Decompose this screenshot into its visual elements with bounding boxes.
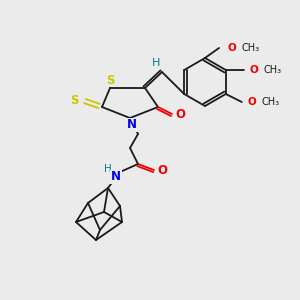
Text: S: S — [70, 94, 78, 106]
Text: O: O — [249, 65, 258, 75]
Text: N: N — [111, 170, 121, 184]
Text: S: S — [106, 74, 114, 86]
Text: O: O — [175, 107, 185, 121]
Text: CH₃: CH₃ — [262, 97, 280, 107]
Text: CH₃: CH₃ — [242, 43, 260, 53]
Text: O: O — [157, 164, 167, 176]
Text: CH₃: CH₃ — [264, 65, 282, 75]
Text: O: O — [248, 97, 256, 107]
Text: N: N — [127, 118, 137, 131]
Text: H: H — [152, 58, 160, 68]
Text: O: O — [228, 43, 236, 53]
Text: H: H — [104, 164, 112, 174]
